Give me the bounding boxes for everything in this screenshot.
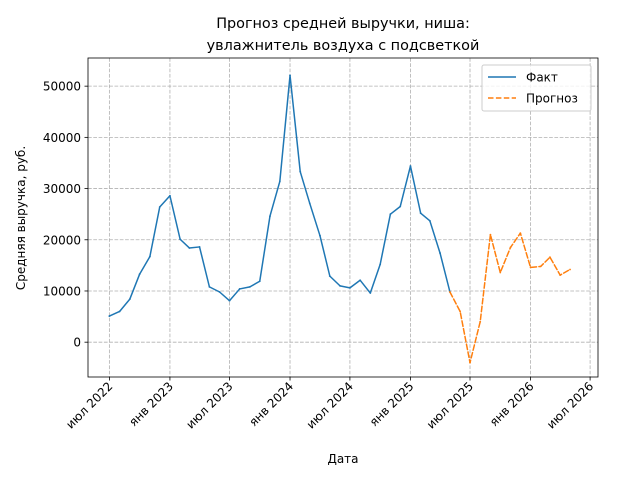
x-tick-label: июл 2022 [63,379,115,431]
data-point [118,310,121,313]
data-point [359,279,362,282]
y-tick-label: 50000 [43,80,81,94]
data-point [138,273,141,275]
data-point [529,266,532,269]
data-point [228,299,231,302]
grid [88,58,598,377]
data-point [339,284,341,287]
plot-area-frame [87,57,599,378]
data-point [569,268,571,271]
data-point [238,288,241,290]
data-point [319,234,321,237]
y-tick-label: 0 [73,336,81,350]
data-point [489,233,492,236]
data-point [509,246,512,249]
data-point [278,180,281,183]
data-point [428,219,431,222]
data-point [539,265,542,268]
y-tick-label: 40000 [43,131,81,145]
data-point [399,205,402,208]
legend: Факт Прогноз [481,64,592,112]
data-point [519,232,522,235]
x-tick-label: янв 2023 [126,379,176,429]
x-axis-label: Дата [327,452,358,466]
data-point [218,291,221,293]
data-point [559,274,562,277]
y-tick-label: 20000 [43,233,81,247]
x-tick-label: июл 2025 [424,379,476,431]
data-point [419,212,422,215]
series-line-forecast [449,232,571,364]
y-tick-label: 30000 [43,182,81,196]
data-point [289,74,291,77]
data-point [258,280,261,283]
x-tick-label: янв 2026 [487,379,537,429]
series-line-fact [108,74,451,317]
data-point [349,287,351,289]
data-point [269,215,271,218]
legend-label-forecast: Прогноз [526,92,578,106]
data-point [188,247,191,249]
chart-title-line-2: увлажнитель воздуха с подсветкой [207,38,480,54]
x-tick-label: июл 2024 [304,379,356,431]
data-point [379,263,382,266]
data-point [169,194,171,197]
data-point [179,238,182,241]
data-point [208,285,211,288]
data-point [328,275,331,278]
x-tick-label: июл 2026 [544,379,596,431]
y-tick-label: 10000 [43,284,81,298]
data-point [389,213,392,216]
data-point [409,165,412,167]
data-point [369,292,372,294]
x-tick-label: янв 2024 [246,379,296,429]
data-point [148,255,151,258]
data-point [108,315,111,317]
data-point [128,298,131,301]
data-point [549,256,551,259]
data-point [198,246,201,248]
x-tick-label: янв 2025 [367,379,417,429]
data-point [299,170,302,173]
legend-label-fact: Факт [526,71,558,85]
y-axis-label: Средняя выручка, руб. [14,146,28,290]
x-tick-label: июл 2023 [183,379,235,431]
data-point [479,320,482,323]
series-layer [108,74,571,364]
data-point [469,361,471,364]
data-point [308,202,311,205]
data-point [248,285,251,288]
chart-title-line-1: Прогноз средней выручки, ниша: [216,16,470,32]
data-point [459,310,462,313]
data-point [158,206,161,208]
data-point [499,271,502,274]
data-point [439,252,441,254]
data-point [449,291,451,293]
